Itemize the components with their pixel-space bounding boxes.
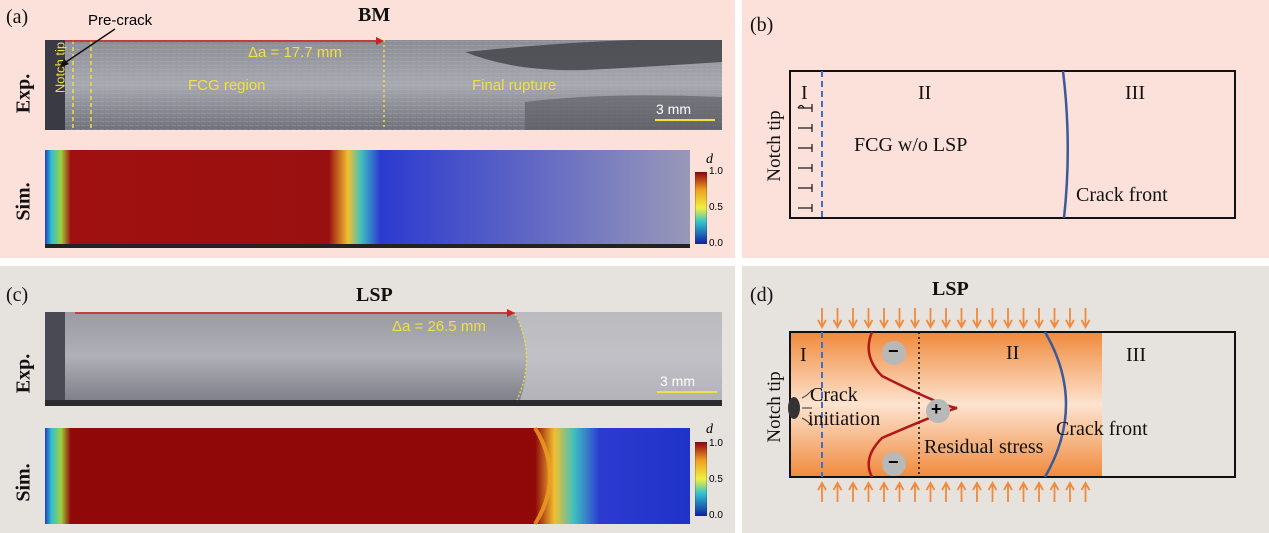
panel-c-sim-label: Sim. <box>12 463 35 502</box>
panel-a-fracture-photo <box>45 37 722 130</box>
panel-c-exp-label: Exp. <box>12 353 35 394</box>
lsp-arrow-up <box>817 481 827 502</box>
panel-a-scale: 3 mm <box>656 101 691 117</box>
lsp-arrow-up <box>879 481 889 502</box>
panel-d-label: (d) <box>750 284 774 306</box>
lsp-arrow-up <box>1003 481 1013 502</box>
lsp-arrow-up <box>1034 481 1044 502</box>
panel-b-crack-front: Crack front <box>1076 184 1168 206</box>
panel-c-scale: 3 mm <box>660 373 695 389</box>
panel-c-delta-a: Δa = 26.5 mm <box>392 318 486 335</box>
panel-a-delta-a: Δa = 17.7 mm <box>248 44 342 61</box>
lsp-arrow-down <box>1018 308 1029 329</box>
panel-c-title: LSP <box>356 284 393 306</box>
panel-b-label: (b) <box>750 14 774 36</box>
lsp-arrow-down <box>910 308 920 329</box>
panel-d-crack-initiation-1: Crack <box>810 384 858 406</box>
lsp-arrow-down <box>848 308 858 329</box>
stress-minus-bottom: − <box>888 452 899 472</box>
panel-c-colorbar-max: 1.0 <box>709 438 723 449</box>
panel-a-label: (a) <box>6 6 29 28</box>
stress-minus-top: − <box>888 341 899 361</box>
panel-a-exp-label: Exp. <box>12 73 35 114</box>
lsp-arrow-up <box>1065 481 1075 502</box>
panel-c-simulation <box>45 426 690 526</box>
panel-c-fracture-photo <box>45 309 722 406</box>
panel-b-schematic <box>789 70 1236 219</box>
panel-b-region-3: III <box>1125 82 1145 104</box>
lsp-arrow-up <box>1080 481 1091 502</box>
lsp-arrow-down <box>956 308 967 329</box>
lsp-arrow-down <box>1049 308 1060 329</box>
panel-c-colorbar-min: 0.0 <box>709 510 723 521</box>
panel-c-colorbar-mid: 0.5 <box>709 474 723 485</box>
panel-d-crack-initiation-2: initiation <box>808 408 881 430</box>
panel-a-fcg-region: FCG region <box>188 77 266 94</box>
lsp-arrow-down <box>894 308 905 329</box>
lsp-arrow-down <box>941 308 951 329</box>
panel-d-notch-tip: Notch tip <box>764 371 785 443</box>
lsp-arrow-down <box>817 308 827 329</box>
lsp-arrow-up <box>863 481 874 502</box>
lsp-arrow-down <box>1003 308 1013 329</box>
lsp-arrow-up <box>894 481 905 502</box>
lsp-arrow-down <box>1065 308 1075 329</box>
lsp-arrow-down <box>879 308 889 329</box>
panel-a-colorbar-var: d <box>706 152 713 167</box>
lsp-arrow-up <box>987 481 998 502</box>
panel-b-region-2: II <box>918 82 932 104</box>
panel-a-title: BM <box>358 4 391 26</box>
panel-d-region-3: III <box>1126 344 1146 366</box>
panel-d-region-2: II <box>1006 342 1020 364</box>
panel-a-colorbar-min: 0.0 <box>709 238 723 249</box>
panel-d-schematic <box>788 308 1236 502</box>
lsp-arrow-down <box>925 308 936 329</box>
lsp-arrow-up <box>832 481 843 502</box>
panel-b-notch-tip: Notch tip <box>764 110 785 182</box>
panel-a-colorbar-max: 1.0 <box>709 166 723 177</box>
lsp-arrow-down <box>987 308 998 329</box>
lsp-arrow-up <box>956 481 967 502</box>
panel-c-colorbar-var: d <box>706 422 713 437</box>
panel-a-colorbar-mid: 0.5 <box>709 202 723 213</box>
lsp-arrow-up <box>910 481 920 502</box>
lsp-arrow-up <box>972 481 982 502</box>
lsp-arrow-down <box>1034 308 1044 329</box>
panel-d-crack-front: Crack front <box>1056 418 1148 440</box>
lsp-arrow-down <box>972 308 982 329</box>
panel-a-precrack: Pre-crack <box>88 12 153 29</box>
lsp-arrow-up <box>848 481 858 502</box>
panel-d: (d) LSP Notch tip I II III Crac <box>742 266 1269 533</box>
stress-plus: + <box>931 399 942 419</box>
panel-a-simulation <box>45 150 690 248</box>
lsp-arrow-up <box>941 481 951 502</box>
panel-d-residual-stress: Residual stress <box>924 436 1044 458</box>
lsp-arrow-up <box>1049 481 1060 502</box>
panel-c: (c) LSP Exp. Sim. Δa = 26.5 mm 3 mm <box>0 266 735 533</box>
lsp-arrow-down <box>832 308 843 329</box>
panel-b-region-1: I <box>801 82 808 104</box>
lsp-arrow-down <box>1080 308 1091 329</box>
panel-d-region-1: I <box>800 344 807 366</box>
panel-d-title: LSP <box>932 278 969 300</box>
panel-c-label: (c) <box>6 284 29 306</box>
precrack-arrow <box>59 28 116 68</box>
panel-a-final-rupture: Final rupture <box>472 77 557 94</box>
panel-b-fcg-text: FCG w/o LSP <box>854 134 968 156</box>
panel-c-colorbar <box>695 442 707 516</box>
panel-a-sim-label: Sim. <box>12 182 35 221</box>
lsp-arrow-up <box>1018 481 1029 502</box>
lsp-arrow-up <box>925 481 936 502</box>
lsp-arrow-down <box>863 308 874 329</box>
panel-a-colorbar <box>695 172 707 244</box>
panel-a: (a) BM Exp. Sim. Notch tip Pre-crack <box>0 0 735 258</box>
panel-b: (b) Notch tip I II III FCG w/o LSP Crack… <box>742 0 1269 258</box>
